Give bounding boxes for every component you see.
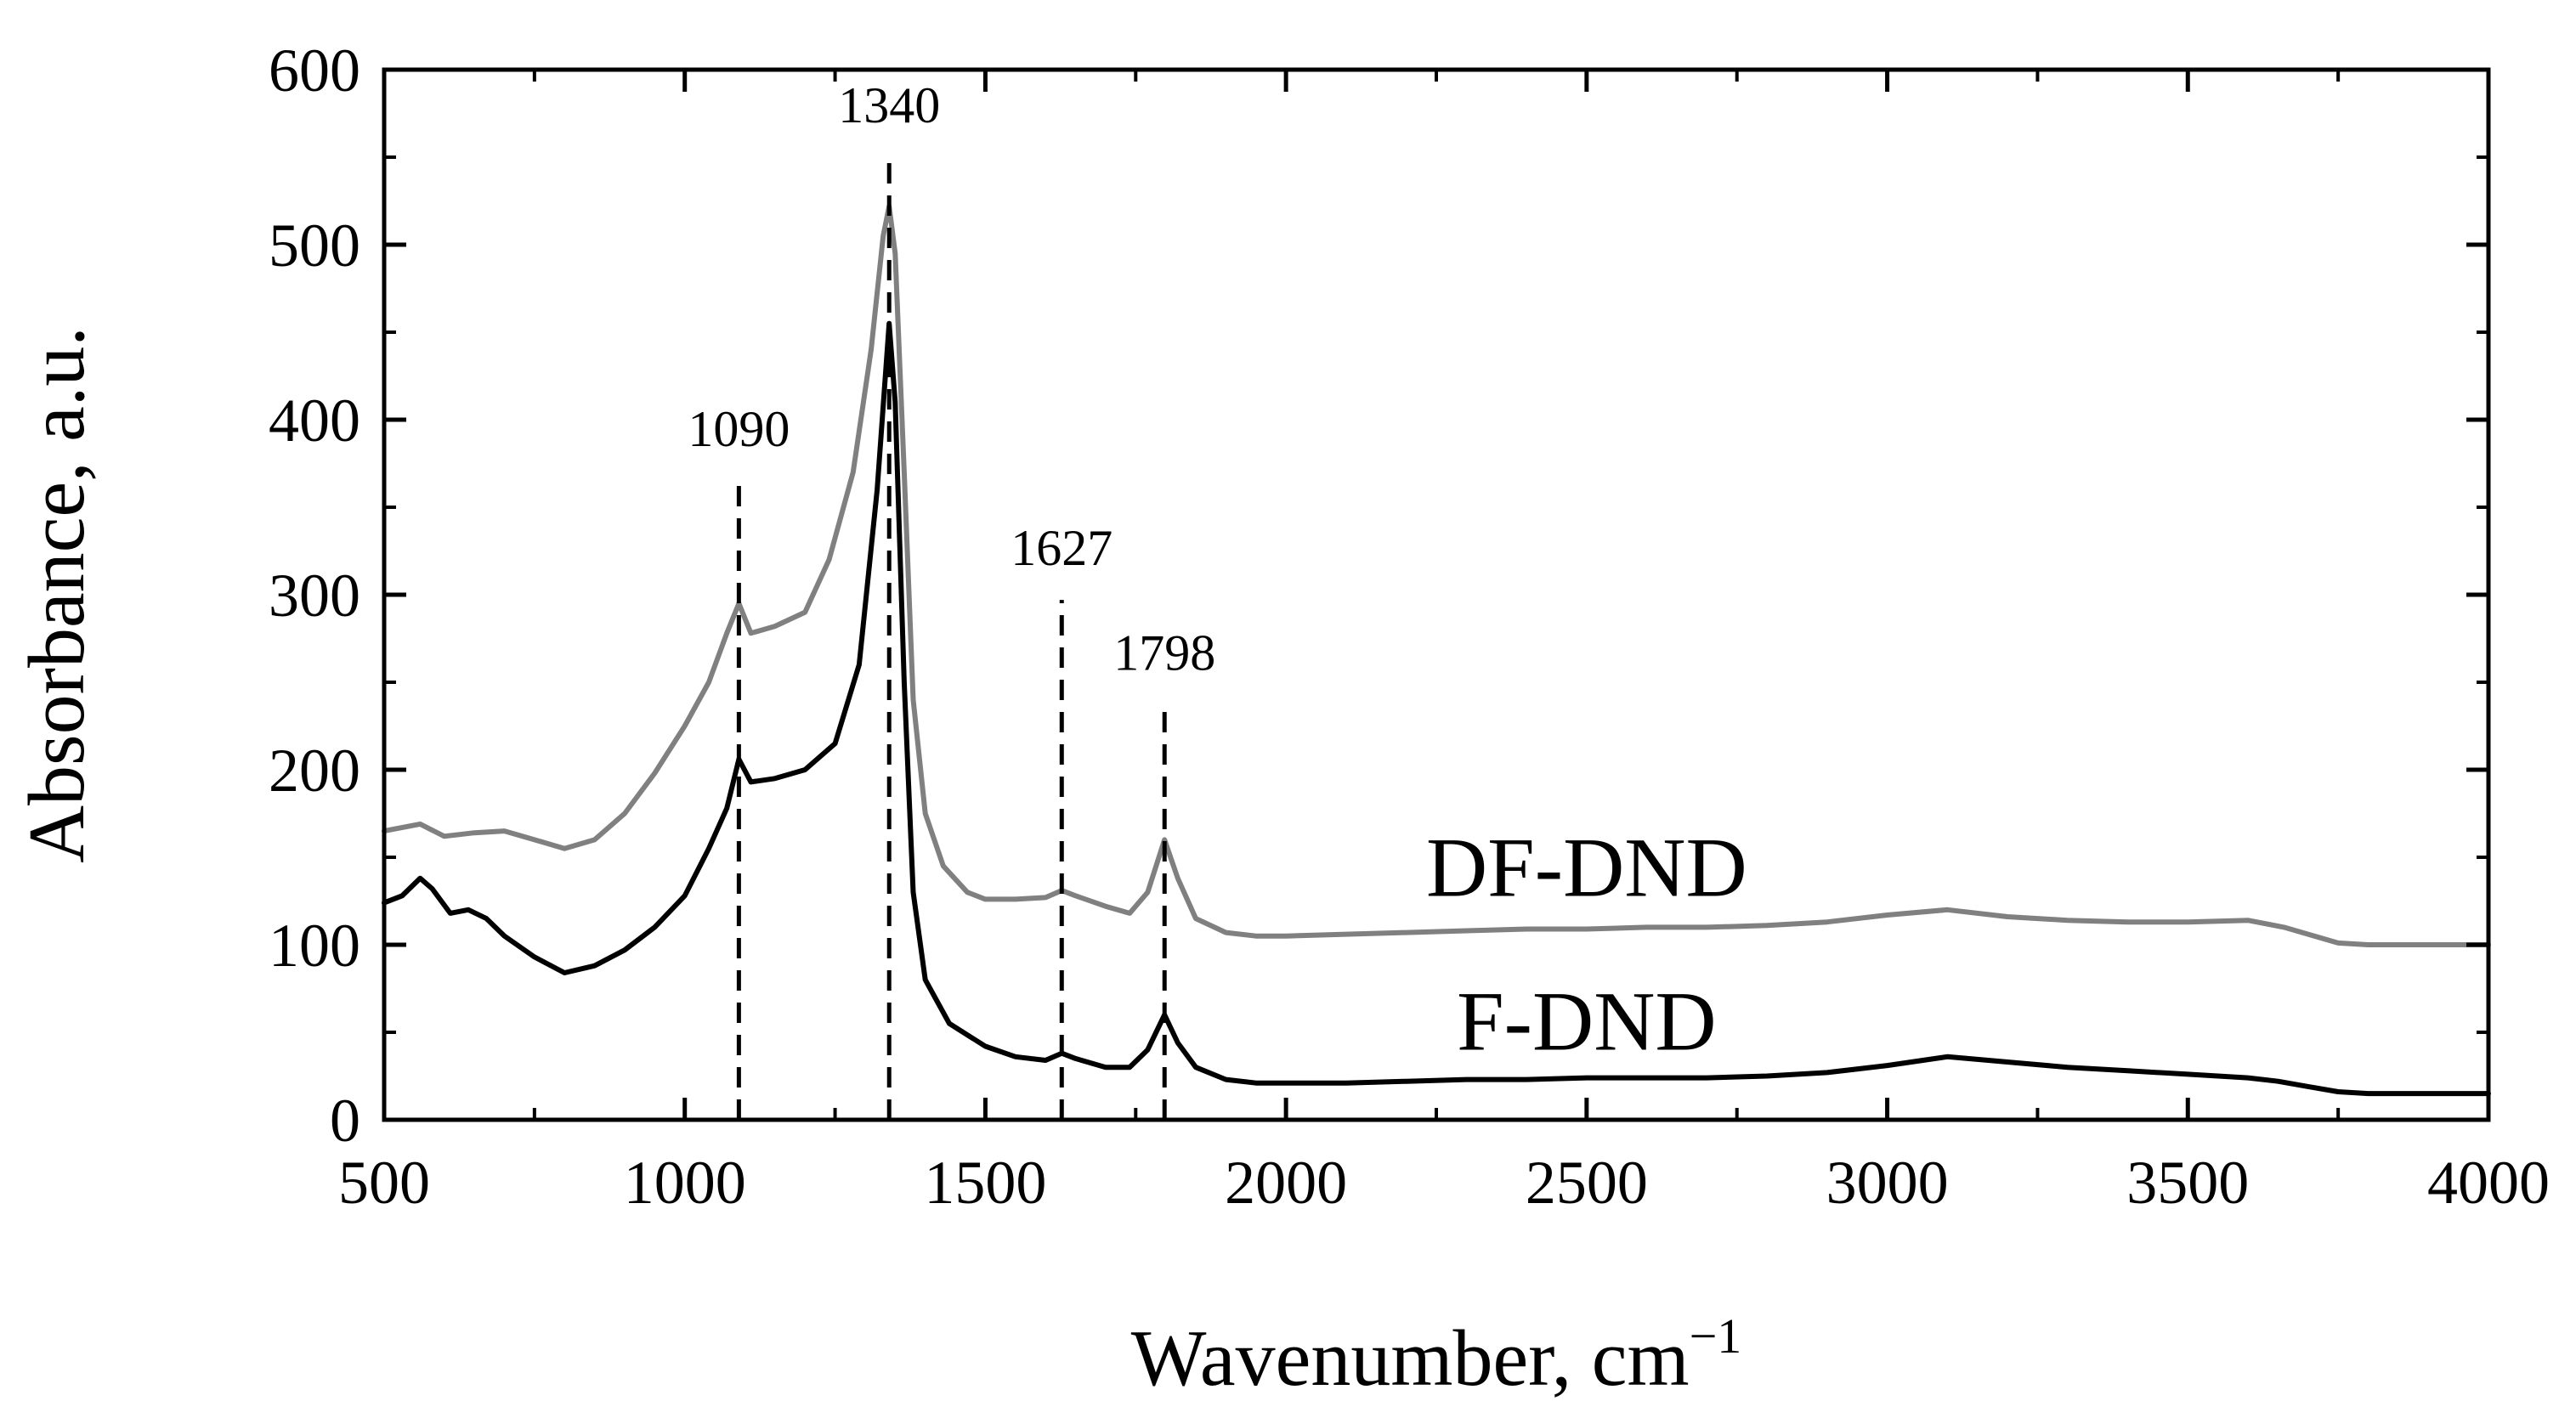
peak-label-1340: 1340 bbox=[838, 77, 940, 133]
peak-label-1090: 1090 bbox=[688, 401, 790, 457]
series-label-df-dnd: DF-DND bbox=[1426, 820, 1747, 914]
x-tick-label: 4000 bbox=[2427, 1149, 2550, 1217]
y-tick-label: 100 bbox=[269, 912, 360, 980]
series-line-df-dnd bbox=[382, 203, 2491, 947]
y-tick-label: 600 bbox=[269, 37, 360, 105]
tick-layer: 500 1000 1500 2000 2500 3000 3500 4000 0 100 200 30… bbox=[269, 37, 2550, 1217]
x-tick-label: 1500 bbox=[924, 1149, 1046, 1217]
y-tick-label: 300 bbox=[269, 562, 360, 630]
y-tick-label: 0 bbox=[330, 1087, 360, 1155]
x-tick-label: 2000 bbox=[1225, 1149, 1347, 1217]
x-tick-label: 500 bbox=[338, 1149, 430, 1217]
x-axis-title-superscript: −1 bbox=[1690, 1308, 1742, 1364]
y-tick-label: 500 bbox=[269, 212, 360, 280]
x-tick-label: 1000 bbox=[624, 1149, 746, 1217]
y-axis-title: Absorbance, a.u. bbox=[13, 326, 101, 863]
x-tick-label: 2500 bbox=[1526, 1149, 1648, 1217]
peak-marker-layer bbox=[736, 157, 1167, 1120]
y-tick-label: 200 bbox=[269, 737, 360, 805]
x-axis-title-text: Wavenumber, cm bbox=[1131, 1314, 1690, 1403]
y-tick-label: 400 bbox=[269, 387, 360, 455]
x-tick-label: 3500 bbox=[2126, 1149, 2249, 1217]
x-axis-title: Wavenumber, cm−1 bbox=[1131, 1308, 1742, 1403]
peak-label-1627: 1627 bbox=[1011, 520, 1112, 576]
series-label-f-dnd: F-DND bbox=[1457, 975, 1717, 1069]
peak-label-1798: 1798 bbox=[1113, 625, 1215, 681]
x-tick-label: 3000 bbox=[1826, 1149, 1949, 1217]
